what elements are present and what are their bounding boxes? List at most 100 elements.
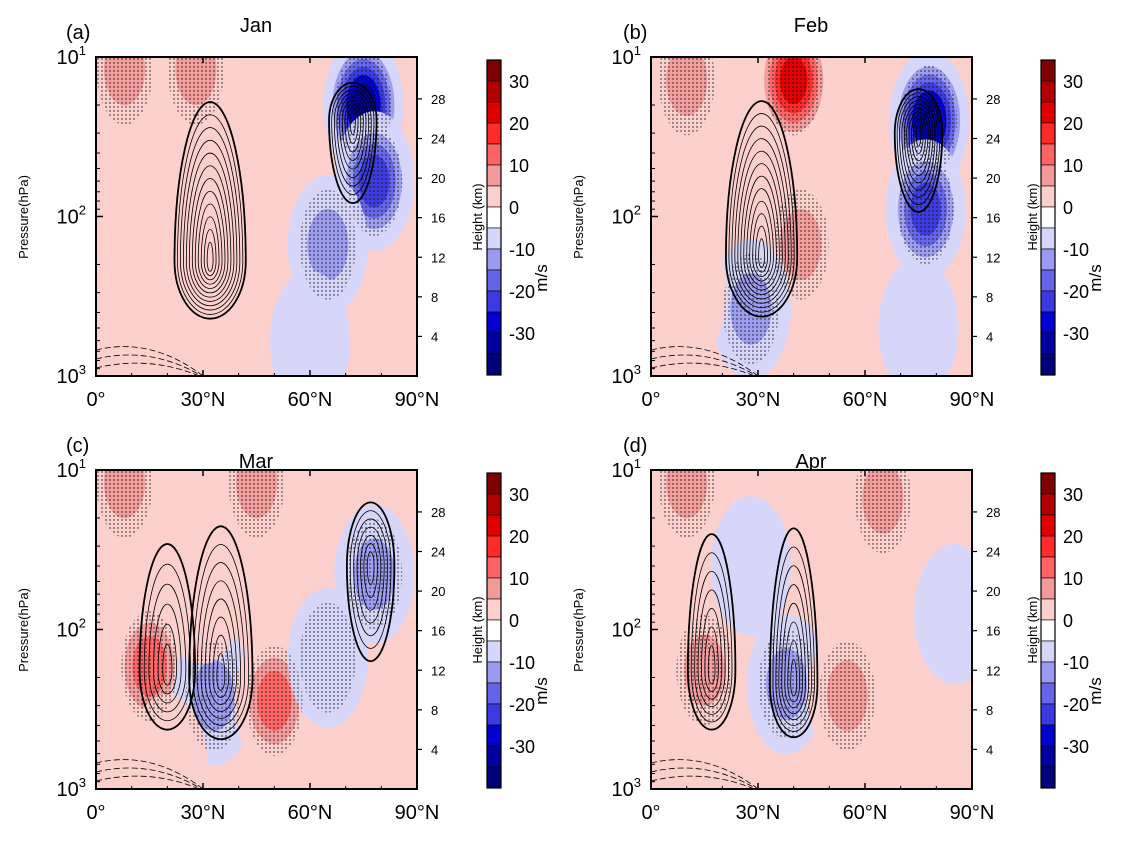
contour-line (153, 603, 182, 704)
colorbar-band (1040, 80, 1056, 103)
panel-apr: (d) Apr 0° 30°N 60°N 90°N 101 102 103 4 8 12 16 20 2… (571, 435, 1040, 824)
height-tick-label: 4 (986, 742, 993, 757)
contour-line (787, 640, 801, 703)
x-tick-label: 60°N (288, 389, 333, 411)
contour-line (734, 138, 789, 304)
contour-line (686, 533, 737, 731)
colorbar-label: 30 (509, 485, 529, 505)
pressure-tick-label: 101 (57, 43, 86, 69)
contour-line (746, 188, 777, 286)
contour-line (913, 119, 924, 155)
height-tick-label: 12 (431, 663, 445, 678)
colorbar-frame (1040, 59, 1056, 376)
anomaly-shade (710, 496, 791, 637)
x-tick-label: 30°N (181, 802, 226, 824)
colorbar-label: 10 (509, 569, 529, 589)
height-tick-label: 24 (986, 545, 1000, 560)
contour-line (157, 623, 177, 695)
colorbar-band (486, 703, 502, 726)
colorbar-label: -20 (1063, 695, 1089, 715)
dashed-contour (651, 767, 758, 789)
colorbar-band (1040, 619, 1056, 642)
contour-line (347, 107, 359, 144)
panel-title: Apr (795, 451, 826, 473)
colorbar-band (486, 59, 502, 82)
colorbar-label: -10 (509, 653, 535, 673)
colorbar-unit: m/s (532, 677, 551, 704)
contour-line (707, 645, 716, 685)
height-tick-label: 16 (431, 624, 445, 639)
anomaly-shade (163, 524, 243, 665)
x-tick-label: 30°N (736, 389, 781, 411)
anomaly-shade (914, 544, 972, 685)
contour-line (339, 96, 367, 170)
anomaly-shade (651, 222, 727, 363)
contour-line (331, 85, 375, 195)
colorbar-band (1040, 353, 1056, 376)
colorbar-band (1040, 248, 1056, 271)
colorbar-band (1040, 206, 1056, 229)
colorbar-label: -20 (1063, 282, 1089, 302)
contour-line (191, 178, 229, 294)
contour-line (180, 127, 241, 311)
colorbar: m/s 30 20 10 0 -10 -20 -30 (1040, 59, 1105, 376)
contour-line (173, 101, 247, 320)
colorbar-unit: m/s (532, 264, 551, 291)
contour-line (772, 546, 815, 732)
colorbar-label: 20 (1063, 527, 1083, 547)
contour-line (360, 535, 382, 611)
anomaly-shade (96, 242, 172, 376)
pressure-axis-label: Pressure(hPa) (571, 588, 586, 672)
colorbar-band (1040, 640, 1056, 663)
colorbar-band (486, 311, 502, 334)
colorbar-band (1040, 598, 1056, 621)
pressure-tick-label: 101 (612, 456, 641, 482)
height-tick-label: 28 (986, 505, 1000, 520)
colorbar-label: 30 (1063, 485, 1083, 505)
panel-letter: (a) (66, 22, 90, 44)
contour-line (336, 92, 370, 178)
colorbar-band (486, 164, 502, 187)
contour-line (188, 165, 232, 298)
colorbar: m/s 30 20 10 0 -10 -20 -30 (1040, 472, 1105, 789)
x-tick-label: 0° (86, 802, 105, 824)
colorbar-label: 30 (1063, 72, 1083, 92)
colorbar-band (486, 598, 502, 621)
colorbar-label: 0 (1063, 611, 1073, 631)
panel-letter: (b) (623, 22, 647, 44)
contour-line (740, 163, 783, 295)
x-tick-label: 90°N (950, 802, 995, 824)
contour-line (177, 114, 244, 315)
panel-title: Mar (239, 451, 274, 473)
contour-line (148, 583, 187, 713)
height-tick-label: 24 (431, 132, 445, 147)
x-tick-label: 90°N (395, 802, 440, 824)
contour-line (781, 602, 806, 715)
contour-line (333, 89, 372, 187)
colorbar-unit: m/s (1086, 264, 1105, 291)
colorbar-band (486, 472, 502, 495)
colorbar-label: -30 (509, 324, 535, 344)
panel-title: Feb (794, 15, 828, 37)
colorbar-band (486, 493, 502, 516)
dashed-contour (96, 362, 201, 376)
height-tick-label: 28 (431, 505, 445, 520)
colorbar-band (1040, 556, 1056, 579)
height-tick-label: 12 (986, 663, 1000, 678)
colorbar-band (1040, 185, 1056, 208)
contour-line (725, 100, 799, 318)
colorbar-band (1040, 514, 1056, 537)
contour-line (349, 110, 356, 136)
height-tick-label: 20 (431, 584, 445, 599)
dashed-contour (96, 767, 203, 789)
x-tick-label: 60°N (843, 802, 888, 824)
height-tick-label: 28 (431, 92, 445, 107)
height-tick-label: 12 (986, 250, 1000, 265)
contour-line (143, 563, 191, 722)
contour-line (138, 543, 196, 731)
x-tick-label: 0° (86, 389, 105, 411)
contour-line (775, 565, 812, 726)
colorbar-band (1040, 661, 1056, 684)
contour-line (701, 608, 723, 700)
contour-line (197, 203, 223, 285)
